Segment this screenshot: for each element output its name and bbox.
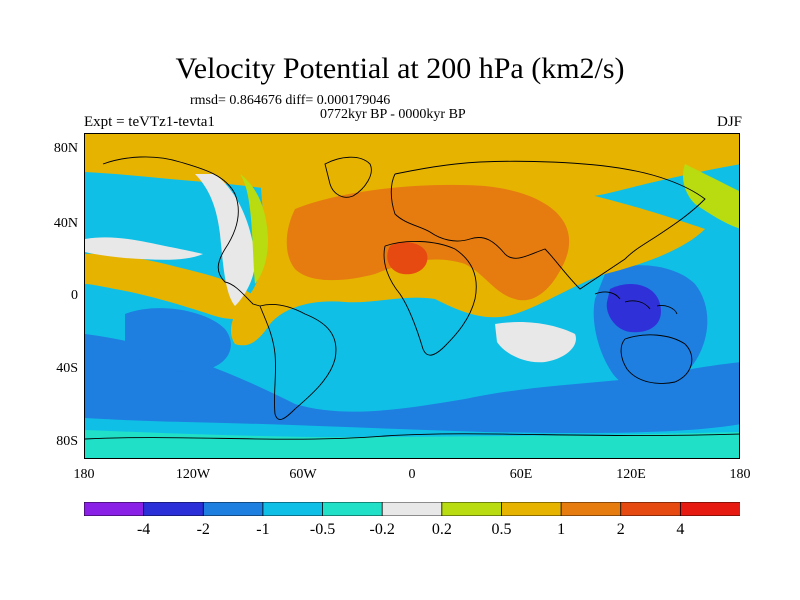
lon-label-120e: 120E: [616, 467, 646, 482]
map-plot: [84, 133, 740, 459]
colorbar-label: 0.2: [431, 521, 452, 538]
coast-australia: [620, 334, 693, 384]
colorbar-label: -2: [196, 521, 210, 538]
colorbar-swatch: [381, 502, 443, 516]
colorbar-label: -0.2: [369, 521, 395, 538]
colorbar-label: -4: [136, 521, 151, 538]
coast-greenland: [324, 156, 372, 198]
field-positive-east-pacific: [85, 253, 270, 320]
field-strong-negative-core: [606, 284, 661, 333]
colorbar-label: 1: [557, 521, 566, 538]
colorbar-swatch: [262, 502, 324, 516]
stats-text: rmsd= 0.864676 diff= 0.000179046: [190, 93, 391, 108]
field-neutral-indian: [495, 322, 576, 363]
map-title: Velocity Potential at 200 hPa (km2/s): [175, 52, 625, 85]
colorbar-swatch: [202, 502, 264, 516]
colorbar-label: -1: [256, 521, 270, 538]
colorbar-swatch: [322, 502, 384, 516]
colorbar-swatch: [84, 502, 145, 516]
coast-maritime-continent: [594, 291, 678, 315]
lat-label-40s: 40S: [56, 361, 78, 376]
colorbar-swatch: [501, 502, 562, 516]
lat-label-80s: 80S: [56, 434, 78, 449]
field-neutral-pacific: [85, 237, 203, 260]
lon-label-180e: 180: [729, 467, 751, 482]
colorbar-swatch: [679, 502, 740, 516]
season-label: DJF: [716, 114, 742, 130]
lon-label-60e: 60E: [509, 467, 533, 482]
field-slight-negative-antarctic: [85, 430, 739, 458]
colorbar-swatch: [441, 502, 503, 516]
lon-label-60w: 60W: [289, 467, 317, 482]
coastlines: [85, 156, 739, 440]
lon-label-180w: 180: [73, 467, 95, 482]
colorbar-label: 2: [616, 521, 625, 538]
colorbar-swatch: [560, 502, 622, 516]
lat-label-80n: 80N: [53, 141, 78, 156]
coast-africa: [383, 240, 477, 356]
period-text: 0772kyr BP - 0000kyr BP: [320, 107, 466, 122]
colorbar-label: 0.5: [491, 521, 512, 538]
colorbar-swatches: [84, 502, 740, 516]
coast-north-america: [102, 156, 261, 307]
velocity-potential-field: [85, 134, 739, 458]
lon-label-0: 0: [408, 467, 416, 482]
colorbar-swatch: [143, 502, 205, 516]
field-slight-positive-north-america: [240, 174, 268, 284]
lat-label-40n: 40N: [53, 216, 78, 231]
field-strong-positive: [286, 184, 570, 301]
coast-eurasia: [390, 160, 706, 290]
lat-label-0: 0: [71, 288, 78, 303]
field-slight-positive-north-pacific: [683, 164, 739, 229]
experiment-label: Expt = teVTz1-tevta1: [84, 114, 215, 130]
field-negative-south: [85, 334, 739, 434]
colorbar: [84, 502, 740, 516]
field-max-positive: [387, 242, 428, 275]
coast-south-america: [259, 303, 337, 420]
field-neutral-americas: [195, 174, 256, 306]
lon-label-120w: 120W: [175, 467, 211, 482]
colorbar-label: 4: [676, 521, 685, 538]
coast-antarctica: [85, 433, 739, 440]
field-negative-pacific: [125, 308, 231, 373]
colorbar-label: -0.5: [309, 521, 336, 538]
colorbar-swatch: [620, 502, 682, 516]
